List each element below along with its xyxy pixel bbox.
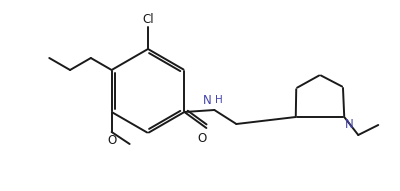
Text: O: O bbox=[198, 132, 207, 145]
Text: N: N bbox=[345, 118, 354, 131]
Text: N: N bbox=[203, 94, 211, 107]
Text: O: O bbox=[107, 134, 116, 147]
Text: H: H bbox=[215, 95, 223, 105]
Text: Cl: Cl bbox=[142, 13, 154, 26]
